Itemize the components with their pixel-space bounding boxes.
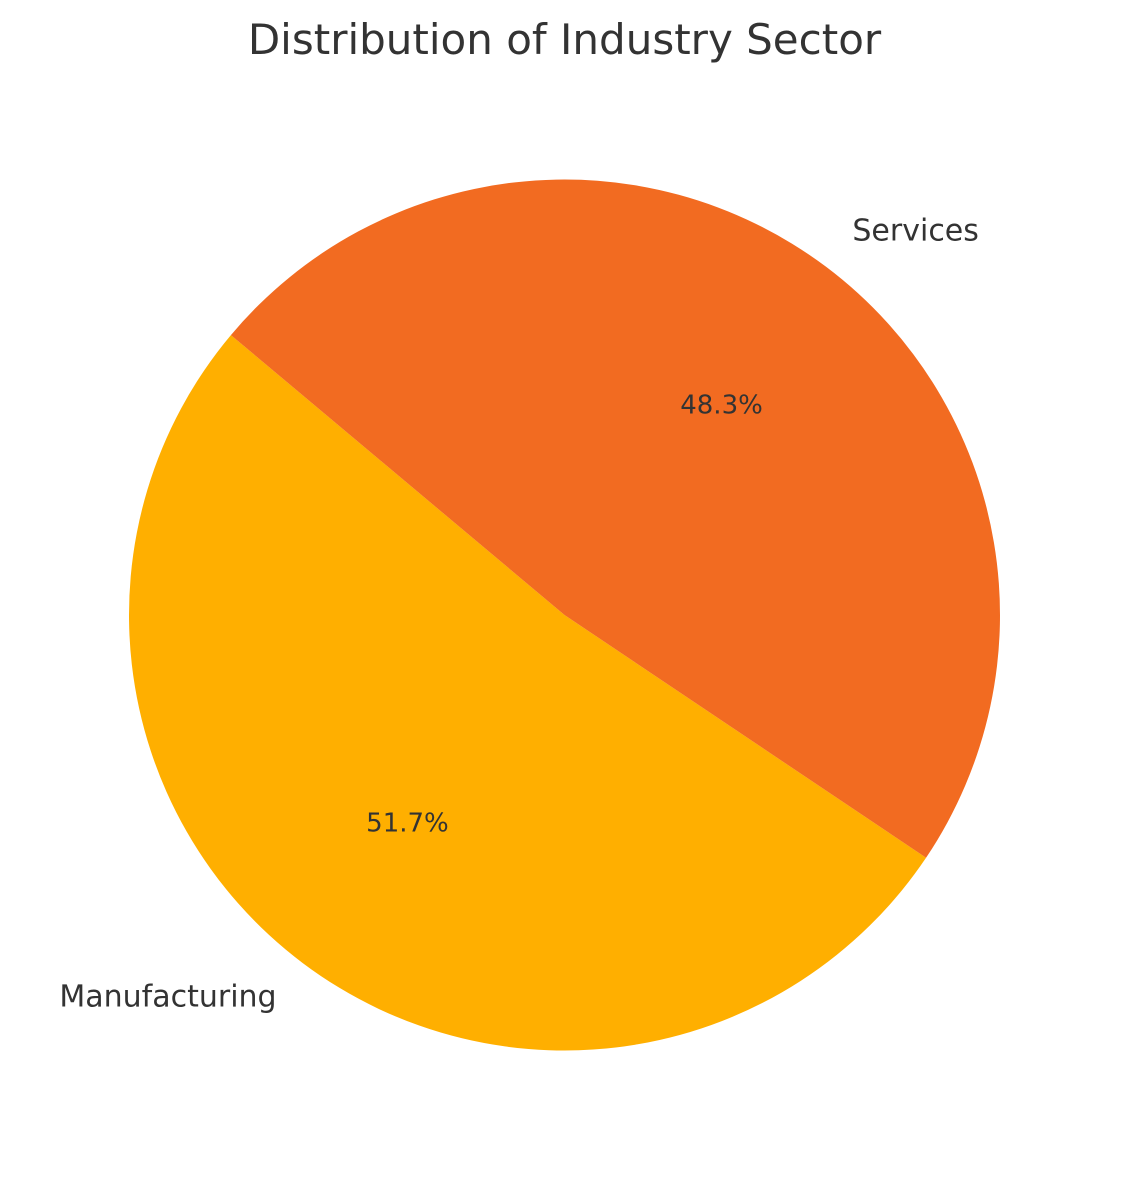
slice-percent-services: 48.3% — [680, 391, 763, 421]
pie-slice-manufacturing — [128, 335, 927, 1051]
slice-label-services: Services — [852, 214, 979, 249]
pie-labels: Manufacturing 51.7% Services 48.3% — [59, 214, 979, 1015]
slice-label-manufacturing: Manufacturing — [59, 979, 276, 1014]
chart-title: Distribution of Industry Sector — [248, 15, 882, 64]
slice-percent-manufacturing: 51.7% — [366, 808, 449, 838]
pie-slices — [128, 179, 1000, 1051]
pie-slice-services — [230, 179, 1000, 858]
